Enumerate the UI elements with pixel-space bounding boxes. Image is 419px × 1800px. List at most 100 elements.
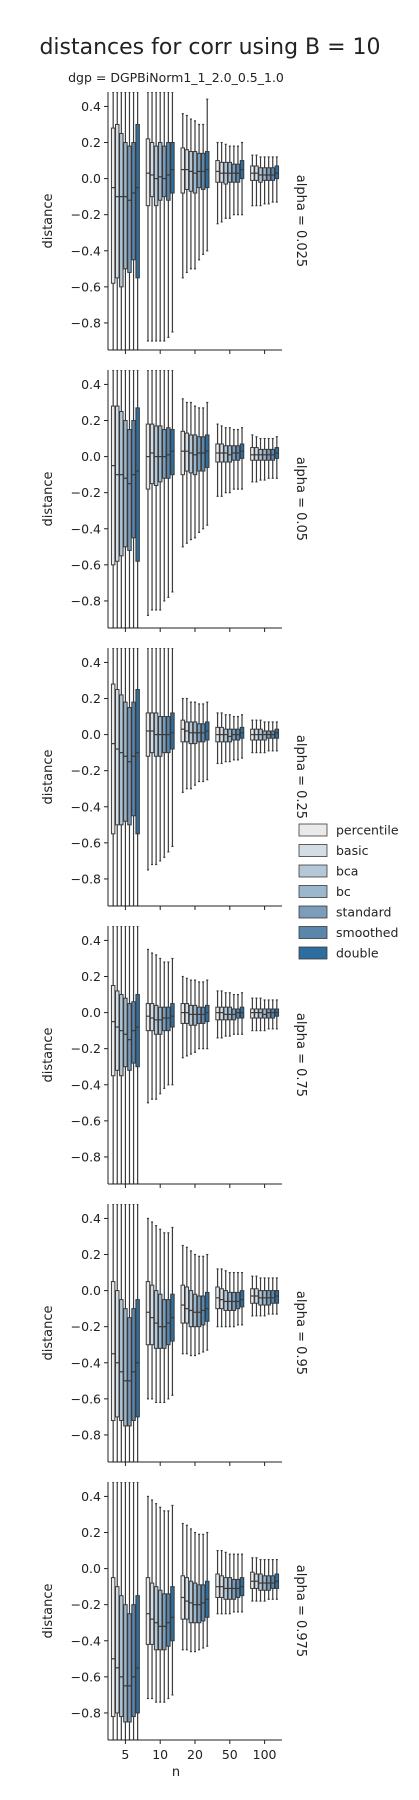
y-tick-label: −0.8 [71,593,101,608]
box [170,1586,175,1642]
box [235,1008,241,1019]
box [157,425,163,483]
legend-swatch [298,926,328,939]
legend-swatch [298,885,328,898]
facet-label: alpha = 0.25 [293,735,308,819]
legend-swatch [298,823,328,837]
y-tick-label: −0.4 [71,1077,101,1092]
box [166,142,171,201]
box [127,429,132,551]
box [215,1006,220,1021]
box [149,423,155,485]
box [196,436,202,472]
y-tick-label: −0.8 [71,1149,101,1164]
box [115,990,120,1071]
box [127,1003,132,1071]
box [180,719,186,743]
box [254,1008,259,1019]
box [250,447,255,461]
y-tick-label: −0.4 [71,1355,101,1370]
box [180,147,186,194]
chart-subtitle: dgp = DGPBiNorm1_1_2.0_0.5_1.0 [68,70,284,85]
box [162,1299,167,1349]
box [231,1578,237,1600]
y-tick-label: −0.2 [71,1041,101,1056]
facet-label: alpha = 0.975 [293,1565,308,1657]
box [127,1317,132,1427]
box [131,1001,136,1064]
box [153,425,159,486]
y-tick-label: −0.2 [71,485,101,500]
y-tick-label: 0.4 [81,1489,101,1504]
box [223,445,228,463]
legend: percentile basic bca bc standard smoothed doub… [298,823,399,961]
box [270,1575,275,1589]
y-tick-label: 0.0 [81,1561,101,1576]
box [123,420,128,548]
box [192,151,198,194]
box [270,167,275,181]
box [180,1284,186,1324]
box [123,701,128,822]
box [110,683,116,835]
box [192,1582,198,1624]
y-tick-label: −0.8 [71,871,101,886]
y-axis-label: distance [41,1305,56,1360]
y-axis-label: distance [41,1027,56,1082]
box [135,688,140,835]
box [274,728,280,739]
box [184,1003,190,1024]
y-tick-label: −0.6 [71,279,101,294]
box [192,1004,198,1026]
box [131,142,136,261]
box [200,436,206,472]
box [196,1584,202,1624]
box [258,1573,263,1591]
x-tick-label: 5 [121,1747,129,1762]
legend-entry: percentile [336,823,399,838]
box [119,1595,124,1718]
y-tick-label: −0.2 [71,207,101,222]
y-tick-label: −0.4 [71,243,101,258]
box [110,985,116,1077]
chart-title: distances for corr using B = 10 [39,35,380,60]
box [135,1595,140,1714]
box [145,712,151,757]
box [227,1006,233,1021]
y-tick-label: −0.8 [71,1705,101,1720]
y-tick-label: −0.6 [71,1113,101,1128]
box [119,410,124,557]
box-group [110,926,280,1184]
box [188,1580,194,1624]
y-tick-label: 0.2 [81,1247,101,1262]
box [223,1006,228,1021]
box [127,145,132,273]
box [254,447,259,461]
facet-panel: −0.8 −0.6 −0.4 −0.2 0.0 0.2 0.4 distance alpha =… [41,648,308,910]
box [166,1006,171,1032]
box [115,123,120,279]
box [250,1008,255,1019]
box [110,1577,116,1718]
box [258,1008,263,1019]
box [170,712,175,750]
box [219,1288,224,1310]
box [145,1281,151,1346]
box [262,1008,267,1019]
box [145,1003,151,1032]
box [123,997,128,1068]
box [145,1577,151,1645]
box [157,1589,163,1651]
box [184,1577,190,1620]
box [123,1308,128,1427]
legend-entry: standard [336,905,391,920]
box [119,1299,124,1422]
facet-panel: −0.8 −0.6 −0.4 −0.2 0.0 0.2 0.4 distance alpha =… [41,370,308,632]
y-tick-label: 0.2 [81,413,101,428]
y-tick-label: 0.4 [81,99,101,114]
box [157,716,163,757]
box [157,142,163,201]
box [149,142,155,198]
box [131,1308,136,1422]
